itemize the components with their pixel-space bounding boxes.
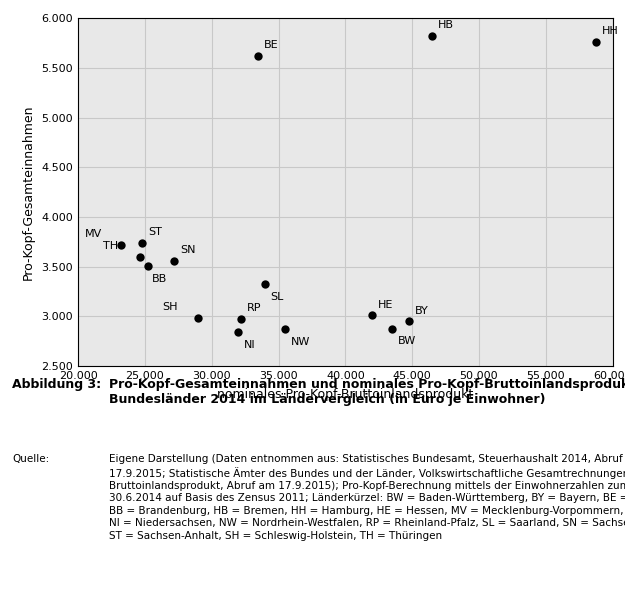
Point: [404, 316, 414, 326]
Text: TH: TH: [104, 241, 119, 251]
Text: Eigene Darstellung (Daten entnommen aus: Statistisches Bundesamt, Steuerhaushalt: Eigene Darstellung (Daten entnommen aus:…: [109, 454, 625, 541]
Text: Abbildung 3:: Abbildung 3:: [12, 378, 102, 391]
Point: [138, 238, 148, 247]
Text: BW: BW: [398, 336, 416, 346]
Point: [234, 327, 244, 337]
Text: HE: HE: [378, 300, 393, 310]
Point: [142, 261, 152, 270]
Text: BY: BY: [415, 306, 429, 316]
Text: HB: HB: [438, 21, 454, 30]
Text: BB: BB: [152, 273, 167, 284]
X-axis label: nominales Pro-Kopf-Bruttoinlandsprodukt: nominales Pro-Kopf-Bruttoinlandsprodukt: [217, 388, 474, 401]
Text: SH: SH: [162, 302, 177, 312]
Point: [116, 240, 126, 250]
Text: Quelle:: Quelle:: [12, 454, 50, 464]
Point: [387, 324, 397, 334]
Point: [236, 314, 246, 324]
Point: [193, 313, 203, 322]
Point: [367, 310, 377, 320]
Text: SN: SN: [180, 245, 196, 255]
Y-axis label: Pro-Kopf-Gesamteinnahmen: Pro-Kopf-Gesamteinnahmen: [22, 104, 34, 280]
Text: HH: HH: [602, 27, 619, 36]
Point: [427, 31, 437, 41]
Text: ST: ST: [148, 227, 162, 237]
Text: RP: RP: [247, 303, 261, 313]
Point: [134, 252, 144, 261]
Point: [591, 37, 601, 47]
Text: BE: BE: [264, 41, 279, 50]
Point: [254, 51, 264, 60]
Point: [260, 279, 270, 289]
Point: [280, 324, 290, 334]
Text: NI: NI: [244, 340, 256, 350]
Point: [169, 256, 179, 266]
Text: NW: NW: [291, 338, 310, 347]
Text: MV: MV: [85, 229, 102, 239]
Text: SL: SL: [271, 292, 284, 301]
Text: Pro-Kopf-Gesamteinnahmen und nominales Pro-Kopf-Bruttoinlandsprodukt der 16
Bund: Pro-Kopf-Gesamteinnahmen und nominales P…: [109, 378, 625, 406]
